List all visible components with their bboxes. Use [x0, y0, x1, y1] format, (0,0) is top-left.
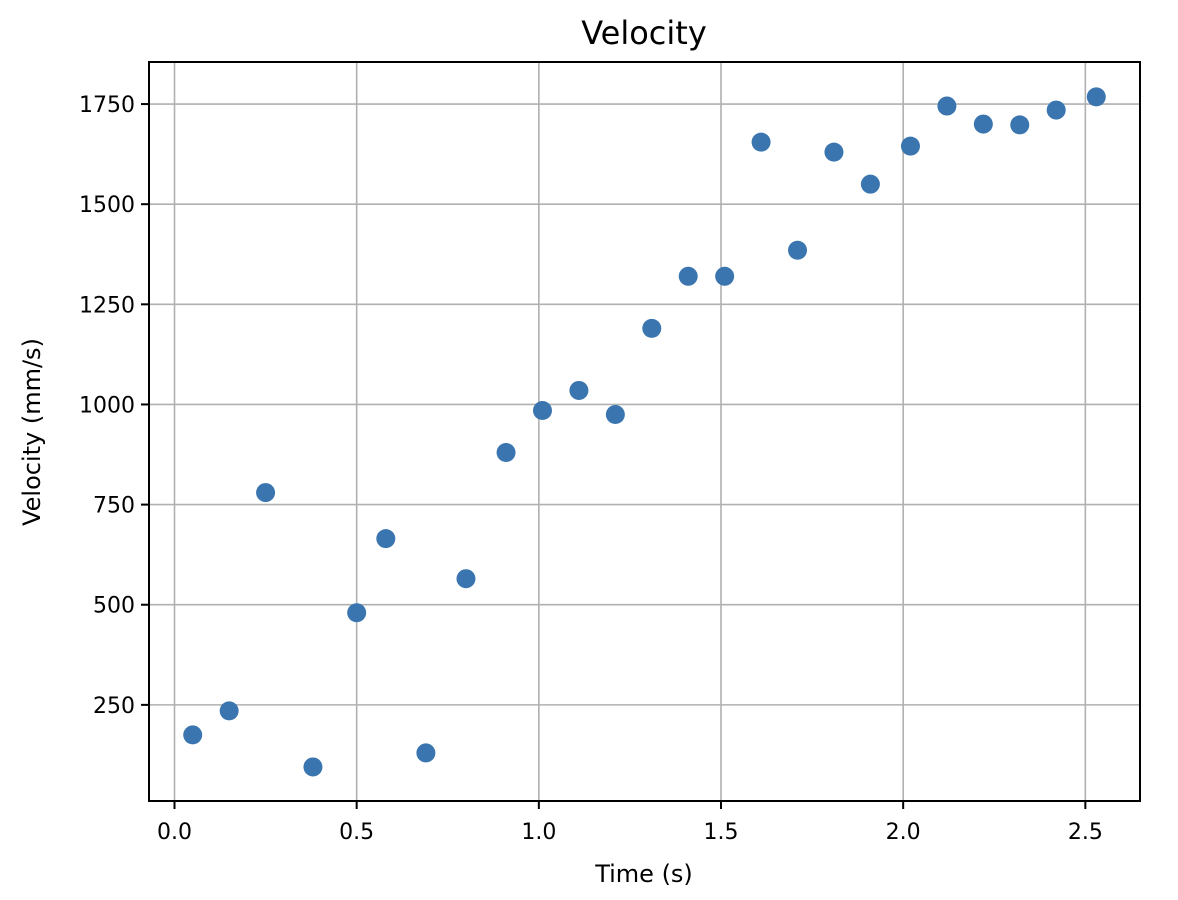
- axis-ticks: 0.0 0.5 1.0 1.5 2.0 2.5 250 500 750 1000 1250 1500 1…: [79, 93, 1103, 845]
- y-axis-label: Velocity (mm/s): [18, 338, 46, 526]
- data-point: [824, 142, 844, 162]
- x-axis-label: Time (s): [594, 860, 693, 888]
- data-point: [788, 240, 808, 260]
- data-point: [1086, 87, 1106, 107]
- data-point: [1010, 115, 1030, 135]
- data-point: [751, 132, 771, 152]
- data-point: [347, 603, 367, 623]
- y-tick-label: 1000: [79, 393, 135, 418]
- data-point: [183, 725, 203, 745]
- y-tick-label: 1500: [79, 193, 135, 218]
- data-point: [715, 266, 735, 286]
- data-point: [496, 443, 516, 463]
- data-point: [456, 569, 476, 589]
- y-tick-label: 250: [93, 694, 135, 719]
- y-tick-label: 500: [93, 594, 135, 619]
- chart-title: Velocity: [581, 14, 707, 52]
- data-point: [642, 318, 662, 338]
- x-tick-label: 2.5: [1068, 820, 1103, 845]
- x-tick-label: 1.5: [704, 820, 739, 845]
- data-point: [256, 483, 276, 503]
- grid-lines: [149, 62, 1140, 801]
- data-point: [376, 529, 396, 549]
- data-point: [416, 743, 436, 763]
- x-tick-label: 0.0: [157, 820, 192, 845]
- data-point: [900, 136, 920, 156]
- data-points: [183, 87, 1106, 777]
- data-point: [532, 400, 552, 420]
- data-point: [937, 96, 957, 116]
- x-tick-label: 2.0: [886, 820, 921, 845]
- data-point: [1046, 100, 1066, 120]
- data-point: [678, 266, 698, 286]
- plot-frame: [148, 61, 1141, 802]
- y-tick-label: 750: [93, 494, 135, 519]
- data-point: [303, 757, 323, 777]
- y-tick-label: 1750: [79, 93, 135, 118]
- x-tick-label: 0.5: [339, 820, 374, 845]
- data-point: [569, 380, 589, 400]
- y-tick-label: 1250: [79, 293, 135, 318]
- data-point: [973, 114, 993, 134]
- data-point: [860, 174, 880, 194]
- x-tick-label: 1.0: [521, 820, 556, 845]
- data-point: [605, 404, 625, 424]
- data-point: [219, 701, 239, 721]
